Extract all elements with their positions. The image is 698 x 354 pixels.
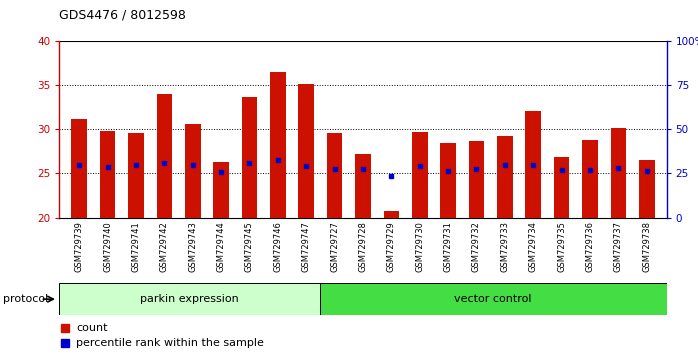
Text: vector control: vector control: [454, 294, 532, 304]
Bar: [639, 160, 655, 218]
Text: protocol: protocol: [3, 294, 49, 304]
Bar: [270, 72, 285, 218]
Bar: [554, 156, 570, 218]
Text: GSM729735: GSM729735: [557, 221, 566, 272]
Bar: [128, 133, 144, 218]
Text: GSM729738: GSM729738: [642, 221, 651, 272]
Text: GSM729728: GSM729728: [359, 221, 367, 272]
Text: GSM729731: GSM729731: [444, 221, 452, 272]
Bar: [71, 119, 87, 218]
Bar: [497, 136, 512, 218]
Text: GSM729743: GSM729743: [188, 221, 198, 272]
Text: parkin expression: parkin expression: [140, 294, 239, 304]
Text: count: count: [76, 322, 107, 332]
Bar: [611, 128, 626, 218]
Bar: [412, 132, 427, 218]
Bar: [299, 84, 314, 218]
Text: GSM729732: GSM729732: [472, 221, 481, 272]
Bar: [383, 211, 399, 218]
Bar: [327, 133, 343, 218]
Bar: [355, 154, 371, 218]
Text: percentile rank within the sample: percentile rank within the sample: [76, 338, 264, 348]
Text: GDS4476 / 8012598: GDS4476 / 8012598: [59, 9, 186, 22]
Text: GSM729727: GSM729727: [330, 221, 339, 272]
Text: GSM729734: GSM729734: [528, 221, 537, 272]
Text: GSM729747: GSM729747: [302, 221, 311, 272]
Text: GSM729733: GSM729733: [500, 221, 510, 272]
Text: GSM729736: GSM729736: [586, 221, 595, 272]
Text: GSM729746: GSM729746: [274, 221, 282, 272]
Bar: [214, 162, 229, 218]
Bar: [526, 110, 541, 218]
Bar: [242, 97, 258, 218]
Bar: [59, 283, 320, 315]
Text: GSM729742: GSM729742: [160, 221, 169, 272]
Text: GSM729737: GSM729737: [614, 221, 623, 272]
Text: GSM729729: GSM729729: [387, 221, 396, 272]
Bar: [440, 143, 456, 218]
Bar: [185, 124, 200, 218]
Bar: [320, 283, 667, 315]
Bar: [156, 94, 172, 218]
Text: GSM729744: GSM729744: [216, 221, 225, 272]
Bar: [582, 140, 597, 218]
Text: GSM729745: GSM729745: [245, 221, 254, 272]
Text: GSM729740: GSM729740: [103, 221, 112, 272]
Text: GSM729739: GSM729739: [75, 221, 84, 272]
Text: GSM729730: GSM729730: [415, 221, 424, 272]
Text: GSM729741: GSM729741: [131, 221, 140, 272]
Bar: [100, 131, 115, 218]
Bar: [468, 141, 484, 218]
